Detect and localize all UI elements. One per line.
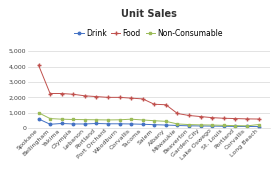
Non-Consumable [106,119,110,121]
Drink [60,122,63,125]
Non-Consumable [211,124,214,126]
Food [37,64,40,66]
Non-Consumable [245,125,249,127]
Food [72,93,75,95]
Drink [48,123,52,125]
Food [257,118,260,120]
Food [222,117,226,119]
Drink [95,122,98,125]
Drink [222,125,226,127]
Non-Consumable [141,119,144,121]
Food [176,112,179,115]
Line: Non-Consumable: Non-Consumable [37,111,260,127]
Non-Consumable [60,118,63,120]
Line: Drink: Drink [37,118,260,128]
Drink [83,123,86,125]
Food [153,103,156,105]
Food [199,115,202,118]
Food [83,95,86,97]
Drink [164,124,167,126]
Food [130,97,133,99]
Food [118,96,121,98]
Food [106,96,110,98]
Drink [234,125,237,128]
Food [234,117,237,120]
Non-Consumable [95,119,98,121]
Non-Consumable [199,124,202,126]
Food [48,92,52,95]
Non-Consumable [153,120,156,122]
Drink [199,125,202,127]
Drink [106,123,110,125]
Food [211,117,214,119]
Drink [118,123,121,125]
Non-Consumable [72,118,75,121]
Drink [72,123,75,125]
Non-Consumable [83,119,86,121]
Non-Consumable [234,125,237,127]
Food [164,104,167,106]
Legend: Drink, Food, Non-Consumable: Drink, Food, Non-Consumable [72,26,225,41]
Food [141,98,144,100]
Drink [187,125,191,127]
Non-Consumable [164,120,167,122]
Drink [176,124,179,127]
Drink [257,126,260,128]
Drink [153,124,156,126]
Drink [37,118,40,120]
Non-Consumable [130,118,133,120]
Food [187,114,191,117]
Line: Food: Food [37,63,260,121]
Non-Consumable [222,124,226,126]
Drink [245,125,249,128]
Drink [130,123,133,125]
Non-Consumable [187,124,191,126]
Non-Consumable [37,112,40,114]
Text: Unit Sales: Unit Sales [120,9,177,19]
Drink [211,125,214,127]
Food [95,96,98,98]
Non-Consumable [176,123,179,125]
Drink [141,123,144,125]
Non-Consumable [48,117,52,120]
Non-Consumable [118,119,121,121]
Food [245,118,249,120]
Non-Consumable [257,124,260,126]
Food [60,92,63,95]
